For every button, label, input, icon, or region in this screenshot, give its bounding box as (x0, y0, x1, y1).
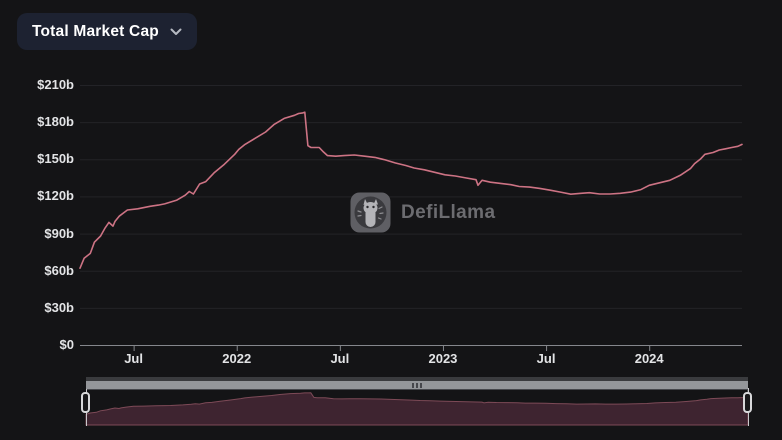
brush-handle-left[interactable] (81, 392, 90, 413)
y-axis-label: $60b (44, 262, 74, 278)
x-axis-label: Jul (124, 351, 143, 366)
y-axis-label: $120b (37, 188, 74, 204)
brush-area (85, 392, 749, 426)
x-axis-label: 2024 (634, 351, 664, 366)
scrollbar-grip-icon[interactable] (412, 382, 422, 388)
brush-handle-right[interactable] (743, 392, 752, 413)
chevron-down-icon (170, 28, 182, 35)
series-line (79, 111, 743, 269)
x-axis-label: Jul (330, 351, 350, 366)
y-axis-label: $150b (37, 151, 74, 167)
x-axis-label: Jul (536, 351, 556, 366)
y-axis-label: $210b (37, 77, 74, 92)
scrollbar-track-top (86, 377, 748, 381)
y-axis-label: $90b (44, 225, 74, 241)
brush-scrollbar[interactable] (86, 377, 748, 389)
metric-dropdown[interactable]: Total Market Cap (17, 13, 197, 50)
y-axis-label: $30b (44, 299, 74, 315)
x-axis-label: 2023 (428, 351, 458, 366)
y-axis-label: $180b (37, 114, 74, 130)
x-axis-label: 2022 (222, 351, 252, 366)
scrollbar-track[interactable] (86, 381, 748, 389)
y-axis-label: $0 (59, 337, 74, 352)
metric-dropdown-label: Total Market Cap (32, 22, 159, 40)
